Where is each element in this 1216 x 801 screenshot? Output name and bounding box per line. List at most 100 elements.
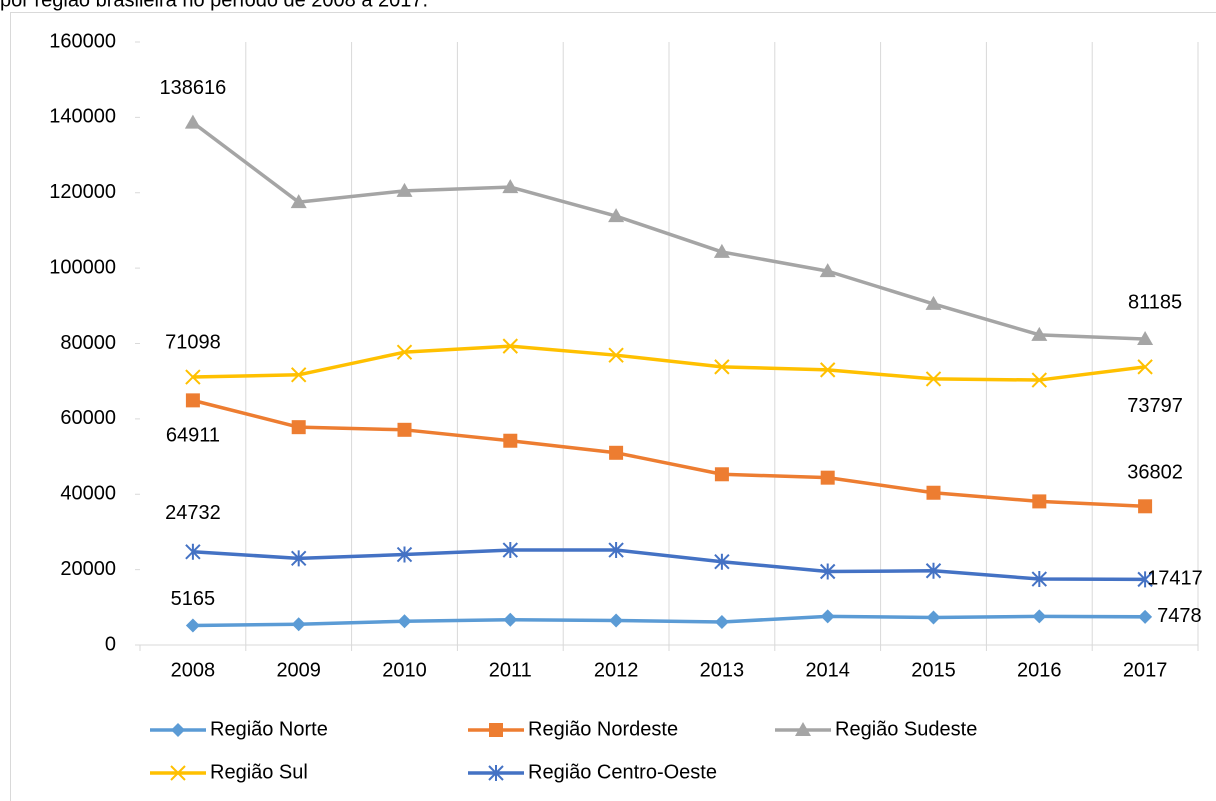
marker	[820, 470, 835, 485]
marker	[925, 371, 942, 387]
marker	[502, 542, 519, 559]
y-tick-label: 80000	[60, 332, 116, 354]
marker	[185, 393, 200, 408]
y-tick-label: 100000	[49, 256, 116, 278]
marker	[396, 546, 413, 563]
marker	[1032, 494, 1047, 509]
legend-label: Região Sudeste	[835, 718, 977, 740]
marker	[795, 722, 811, 736]
marker	[171, 723, 185, 737]
data-label: 138616	[160, 77, 227, 99]
marker	[714, 553, 730, 570]
y-tick-label: 160000	[49, 30, 116, 52]
marker	[608, 347, 624, 363]
series: 24732 17417	[165, 502, 1203, 590]
marker	[1137, 359, 1153, 375]
marker	[290, 550, 307, 567]
marker	[1032, 609, 1047, 624]
marker	[185, 543, 201, 560]
marker	[185, 369, 201, 385]
y-tick-label: 20000	[60, 558, 116, 580]
marker	[925, 562, 942, 579]
marker	[608, 542, 624, 559]
marker	[291, 420, 306, 435]
marker	[926, 610, 941, 625]
marker	[714, 467, 729, 482]
data-label: 5165	[171, 588, 216, 610]
series: 64911 36802	[166, 393, 1183, 514]
x-tick-label: 2008	[171, 659, 216, 681]
data-label: 7478	[1157, 605, 1202, 627]
chart-border	[10, 12, 1216, 801]
legend-label: Região Sul	[210, 761, 308, 783]
marker	[396, 344, 413, 360]
marker	[609, 613, 624, 628]
marker	[184, 114, 201, 129]
series: 71098 73797	[165, 331, 1183, 417]
x-tick-label: 2012	[594, 659, 639, 681]
y-tick-label: 0	[105, 633, 116, 655]
marker	[1031, 326, 1048, 341]
marker	[1137, 571, 1153, 588]
marker	[819, 563, 836, 580]
marker	[925, 295, 942, 310]
x-tick-label: 2017	[1123, 659, 1168, 681]
x-tick-label: 2016	[1017, 659, 1062, 681]
x-tick-label: 2014	[805, 659, 850, 681]
y-tick-label: 120000	[49, 181, 116, 203]
legend-label: Região Nordeste	[528, 718, 678, 740]
marker	[1031, 571, 1048, 588]
marker	[1138, 609, 1153, 624]
marker	[290, 367, 307, 383]
y-tick-label: 140000	[49, 106, 116, 128]
marker	[503, 433, 518, 448]
marker	[170, 765, 186, 781]
marker	[819, 263, 836, 278]
series-line	[191, 121, 1146, 341]
data-label: 17417	[1147, 568, 1203, 590]
marker	[1138, 499, 1153, 514]
marker	[926, 485, 941, 500]
x-tick-label: 2009	[276, 659, 321, 681]
data-label: 81185	[1128, 291, 1182, 313]
marker	[819, 362, 836, 378]
series-line	[192, 398, 1146, 509]
series: 5165 7478	[171, 588, 1202, 633]
marker	[1031, 372, 1048, 388]
x-tick-label: 2011	[489, 659, 532, 681]
marker	[397, 614, 412, 629]
series-line	[192, 344, 1146, 382]
data-label: 36802	[1127, 462, 1183, 484]
y-tick-label: 40000	[60, 483, 116, 505]
marker	[396, 182, 413, 197]
marker	[608, 208, 625, 223]
marker	[397, 422, 412, 437]
series: 138616 81185	[160, 77, 1182, 346]
marker	[502, 179, 519, 194]
marker	[185, 618, 200, 633]
marker	[820, 609, 835, 624]
marker	[488, 765, 504, 781]
data-label: 73797	[1127, 395, 1183, 417]
data-label: 71098	[165, 331, 221, 353]
chart-title: por região brasileira no período de 2008…	[0, 0, 428, 11]
marker	[714, 615, 729, 630]
series-line	[192, 614, 1146, 628]
x-tick-label: 2013	[700, 659, 745, 681]
legend-label: Região Norte	[210, 718, 328, 740]
marker	[1137, 331, 1154, 346]
marker	[609, 445, 624, 460]
marker	[713, 243, 730, 258]
series-line	[192, 548, 1146, 582]
marker	[290, 194, 307, 209]
data-label: 64911	[166, 425, 220, 447]
y-tick-label: 60000	[60, 407, 116, 429]
legend-label: Região Centro-Oeste	[528, 761, 717, 783]
data-label: 24732	[165, 502, 221, 524]
x-tick-label: 2010	[382, 659, 427, 681]
x-tick-label: 2015	[911, 659, 956, 681]
marker	[502, 338, 519, 354]
marker	[489, 723, 503, 737]
marker	[503, 612, 518, 627]
